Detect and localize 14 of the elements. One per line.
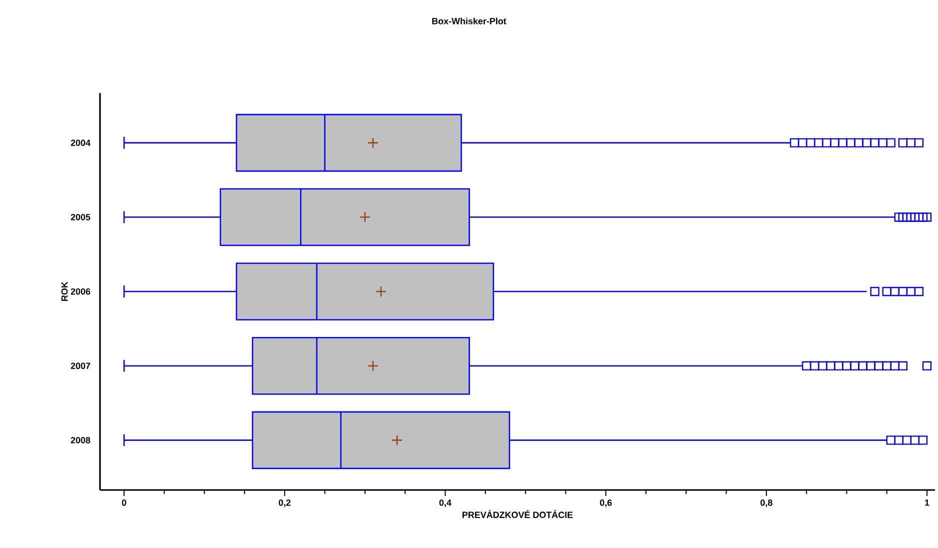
y-tick-label: 2004: [70, 140, 90, 146]
x-tick-label: 0,4: [439, 499, 452, 508]
x-tick-label: 0: [122, 499, 126, 506]
y-tick-label: 2005: [70, 214, 90, 220]
y-tick-label: 2006: [70, 288, 90, 295]
chart-title: Box-Whisker-Plot: [432, 18, 506, 24]
x-tick-label: 0,6: [600, 499, 612, 508]
x-tick-label: 0,8: [760, 499, 772, 508]
x-axis-title: PREVÁDZKOVÉ DOTÁCIE: [462, 510, 573, 518]
x-tick-label: 1: [925, 499, 930, 506]
y-axis-title: ROK: [61, 282, 68, 301]
y-tick-label: 2008: [70, 437, 90, 444]
y-tick-label: 2007: [70, 362, 90, 370]
x-tick-label: 0,2: [278, 499, 291, 508]
